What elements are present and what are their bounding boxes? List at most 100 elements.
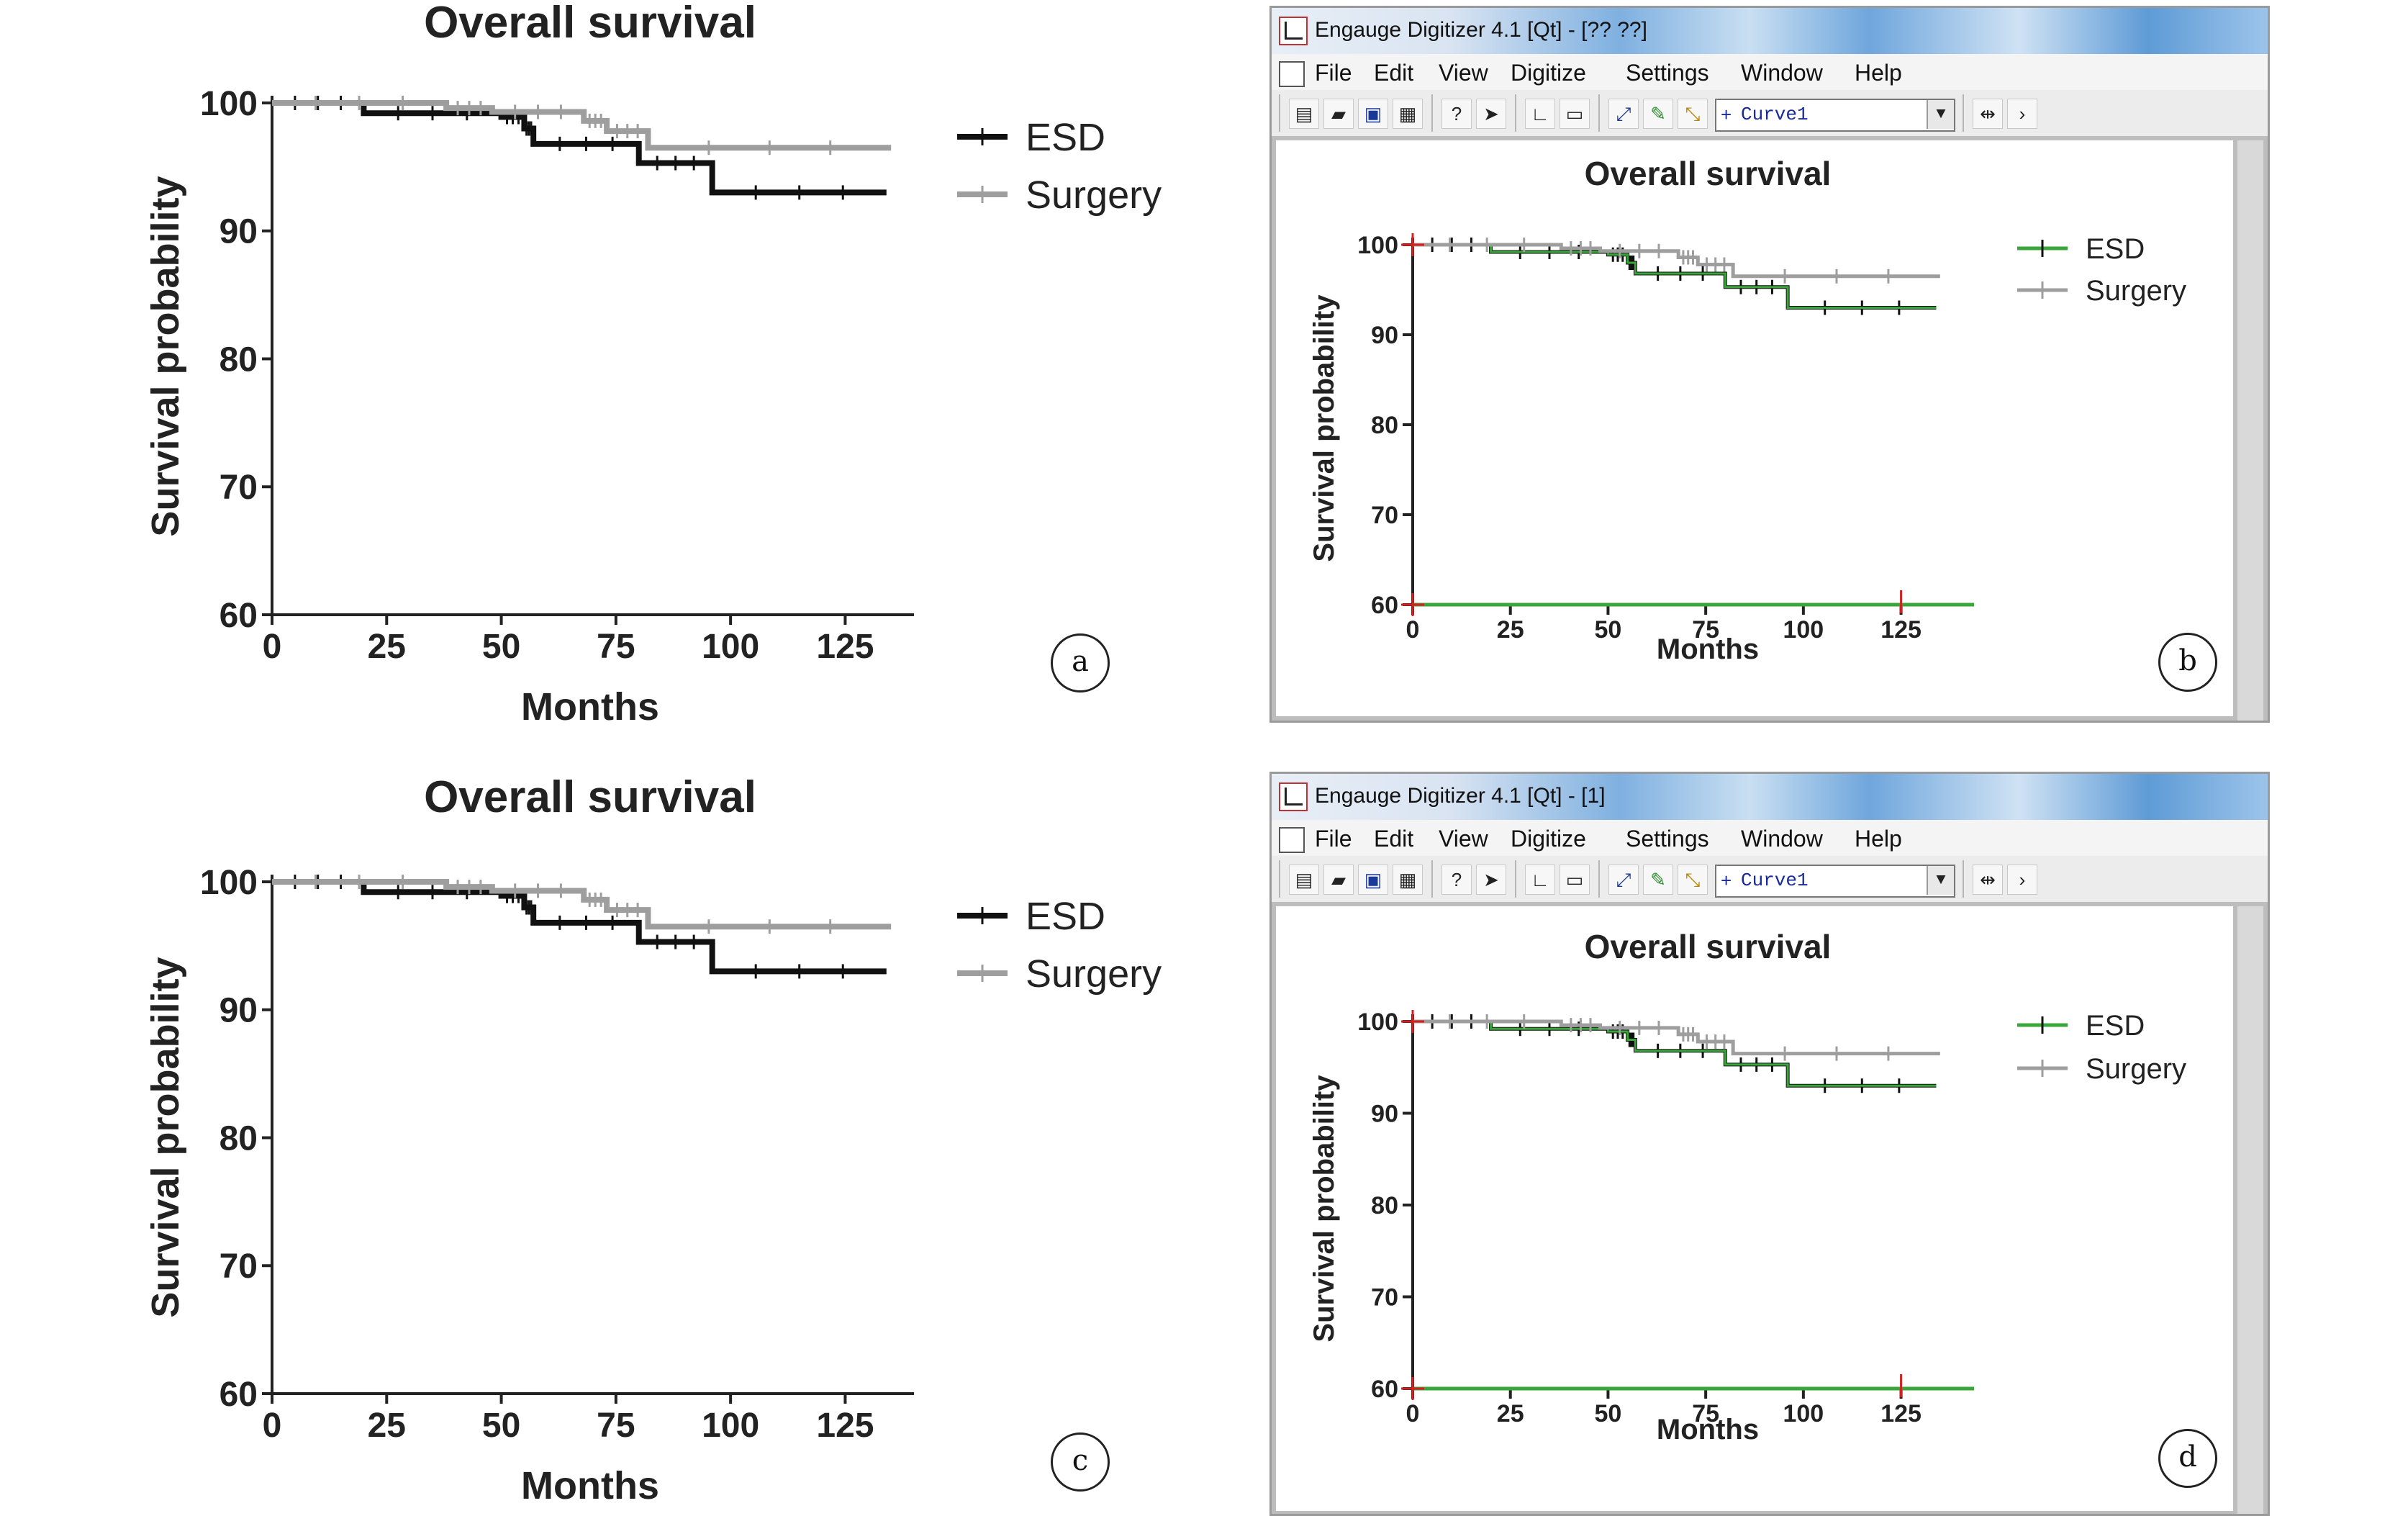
point-match-icon[interactable]: ⤡ <box>1678 865 1708 895</box>
curve-select[interactable]: + Curve1 ▼ <box>1715 99 1955 132</box>
x-tick-label: 125 <box>1880 1400 1922 1427</box>
menu-file[interactable]: File <box>1315 60 1352 86</box>
toolbar-separator <box>1963 94 1964 132</box>
menu-bar: File Edit View Digitize Settings Window … <box>1272 820 2268 856</box>
chart-title: Overall survival <box>1585 928 1832 965</box>
y-tick-label: 80 <box>219 340 258 379</box>
save-icon[interactable]: ▣ <box>1358 865 1388 895</box>
toolbar-separator <box>1279 94 1280 132</box>
vertical-scrollbar[interactable] <box>2237 906 2263 1514</box>
select-arrow-icon[interactable]: ➤ <box>1476 99 1506 129</box>
x-tick-label: 50 <box>1595 616 1622 644</box>
x-tick-label: 100 <box>1783 1400 1824 1427</box>
chevron-down-icon[interactable]: ▼ <box>1927 866 1954 895</box>
chart-title: Overall survival <box>424 0 756 48</box>
chart-b: Overall survival 0 25 50 75 100 125 60 70 80 90 100… <box>1308 155 2186 665</box>
open-icon[interactable]: ▰ <box>1323 99 1354 129</box>
digitized-esd-line <box>1413 1020 1937 1087</box>
new-icon[interactable]: ▤ <box>1289 865 1319 895</box>
x-tick-label: 25 <box>368 628 406 666</box>
legend-esd-label: ESD <box>2086 233 2145 265</box>
menu-settings[interactable]: Settings <box>1626 826 1709 852</box>
menu-window[interactable]: Window <box>1741 60 1823 86</box>
zoom-width-icon[interactable]: ⇹ <box>1973 865 2003 895</box>
title-bar[interactable]: Engauge Digitizer 4.1 [Qt] - [?? ??] <box>1272 8 2268 54</box>
toolbar-overflow-icon[interactable]: › <box>2007 865 2037 895</box>
chart-d: Overall survival 0 25 50 75 100 125 60 70 80 90 100… <box>1308 928 2186 1445</box>
y-axis-label: Survival probability <box>144 176 187 536</box>
y-tick-label: 70 <box>1371 502 1398 529</box>
legend-surgery-label: Surgery <box>1026 173 1162 217</box>
x-tick-label: 125 <box>1880 616 1922 644</box>
window-title: Engauge Digitizer 4.1 [Qt] - [1] <box>1315 784 1606 808</box>
segment-fill-icon[interactable]: ✎ <box>1643 99 1673 129</box>
menu-view[interactable]: View <box>1439 826 1488 852</box>
y-tick-label: 80 <box>1371 412 1398 439</box>
menu-view[interactable]: View <box>1439 60 1488 86</box>
toolbar-overflow-icon[interactable]: › <box>2007 99 2037 129</box>
menu-help[interactable]: Help <box>1855 826 1902 852</box>
select-arrow-icon[interactable]: ➤ <box>1476 865 1506 895</box>
x-tick-label: 75 <box>597 1407 635 1445</box>
menu-file[interactable]: File <box>1315 826 1352 852</box>
curve-select[interactable]: + Curve1 ▼ <box>1715 865 1955 898</box>
chevron-down-icon[interactable]: ▼ <box>1927 100 1954 129</box>
y-tick-label: 70 <box>219 1247 258 1286</box>
chart-a: Overall survival 0 25 50 75 100 125 60 70 80 90 100… <box>144 0 1162 728</box>
y-tick-label: 100 <box>200 864 258 902</box>
zoom-width-icon[interactable]: ⇹ <box>1973 99 2003 129</box>
canvas-page[interactable]: Overall survival 0 25 50 75 100 125 60 70 80 90 100… <box>1276 140 2233 716</box>
toolbar-separator <box>1598 860 1600 898</box>
toolbar-separator <box>1279 860 1280 898</box>
x-tick-label: 0 <box>263 628 282 666</box>
x-tick-label: 125 <box>816 1407 874 1445</box>
y-tick-label: 90 <box>219 213 258 251</box>
curve-select-value: Curve1 <box>1741 870 1809 891</box>
toolbar-separator <box>1515 860 1516 898</box>
title-bar[interactable]: Engauge Digitizer 4.1 [Qt] - [1] <box>1272 774 2268 820</box>
menu-bar: File Edit View Digitize Settings Window … <box>1272 54 2268 90</box>
chart-c: Overall survival 0 25 50 75 100 125 60 70 80 90 100… <box>144 772 1162 1507</box>
print-icon[interactable]: ▦ <box>1393 865 1423 895</box>
y-tick-label: 100 <box>1357 232 1398 259</box>
panel-label-c: c <box>1051 1432 1110 1492</box>
menu-help[interactable]: Help <box>1855 60 1902 86</box>
menu-settings[interactable]: Settings <box>1626 60 1709 86</box>
panel-c: Overall survival 0 25 50 75 100 125 60 70 80 90 100… <box>0 770 1223 1512</box>
menu-digitize[interactable]: Digitize <box>1511 826 1586 852</box>
segment-fill-icon[interactable]: ✎ <box>1643 865 1673 895</box>
legend-surgery-label: Surgery <box>2086 1053 2186 1085</box>
legend-surgery-label: Surgery <box>1026 952 1162 996</box>
curve-point-icon[interactable]: ⤢ <box>1608 865 1639 895</box>
point-match-icon[interactable]: ⤡ <box>1678 99 1708 129</box>
whats-this-icon[interactable]: ? <box>1441 865 1472 895</box>
scale-bar-icon[interactable]: ▭ <box>1560 865 1590 895</box>
curve-point-icon[interactable]: ⤢ <box>1608 99 1639 129</box>
menu-edit[interactable]: Edit <box>1374 60 1414 86</box>
menu-digitize[interactable]: Digitize <box>1511 60 1586 86</box>
vertical-scrollbar[interactable] <box>2237 140 2263 721</box>
whats-this-icon[interactable]: ? <box>1441 99 1472 129</box>
y-tick-label: 100 <box>200 85 258 123</box>
print-icon[interactable]: ▦ <box>1393 99 1423 129</box>
toolbar: ▤ ▰ ▣ ▦ ? ➤ ∟ ▭ ⤢ ✎ ⤡ + Curve1 ▼ ⇹ › <box>1272 856 2268 903</box>
toolbar: ▤ ▰ ▣ ▦ ? ➤ ∟ ▭ ⤢ ✎ ⤡ + Curve1 ▼ ⇹ › <box>1272 90 2268 137</box>
document-canvas: Overall survival 0 25 50 75 100 125 60 70 80 90 100… <box>1272 136 2268 721</box>
panel-label-b: b <box>2158 633 2217 692</box>
open-icon[interactable]: ▰ <box>1323 865 1354 895</box>
toolbar-separator <box>1431 860 1433 898</box>
menu-window[interactable]: Window <box>1741 826 1823 852</box>
new-icon[interactable]: ▤ <box>1289 99 1319 129</box>
canvas-page[interactable]: Overall survival 0 25 50 75 100 125 60 70 80 90 100… <box>1276 906 2233 1511</box>
save-icon[interactable]: ▣ <box>1358 99 1388 129</box>
y-axis-label: Survival probability <box>144 957 187 1317</box>
chart-title: Overall survival <box>1585 155 1832 192</box>
menu-edit[interactable]: Edit <box>1374 826 1414 852</box>
x-axis-label: Months <box>1657 633 1759 665</box>
y-tick-label: 100 <box>1357 1009 1398 1036</box>
axis-point-icon[interactable]: ∟ <box>1525 865 1555 895</box>
plus-icon: + <box>1721 104 1732 125</box>
axis-point-icon[interactable]: ∟ <box>1525 99 1555 129</box>
x-axis-label: Months <box>1657 1414 1759 1445</box>
scale-bar-icon[interactable]: ▭ <box>1560 99 1590 129</box>
